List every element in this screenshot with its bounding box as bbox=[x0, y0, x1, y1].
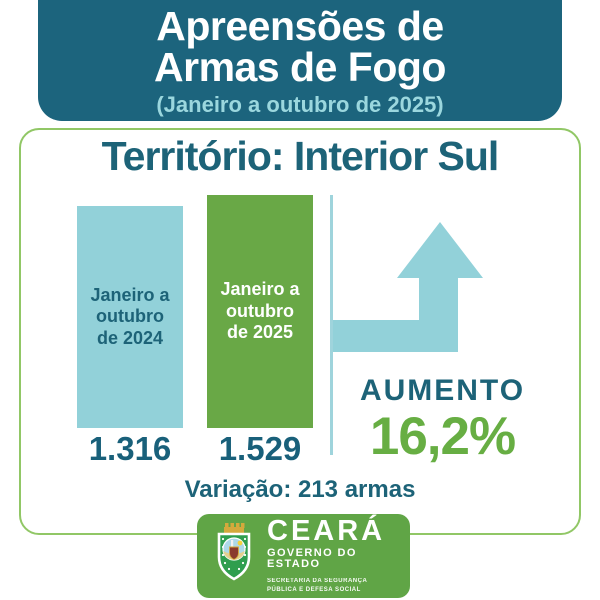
variation-text: Variação: 213 armas bbox=[184, 476, 416, 503]
government-logo-box: CEARÁ GOVERNO DO ESTADO SECRETARIA DA SE… bbox=[197, 514, 410, 598]
page-title-line1: Apreensões de bbox=[156, 2, 444, 49]
bar-2024: Janeiro a outubro de 2024 bbox=[77, 206, 183, 428]
header-banner: Apreensões de Armas de Fogo (Janeiro a o… bbox=[38, 0, 562, 121]
territory-title: Território: Interior Sul bbox=[101, 133, 500, 179]
ceara-coat-of-arms-icon bbox=[210, 521, 258, 592]
increase-label: AUMENTO bbox=[359, 374, 526, 407]
bar-2025-label-line1: Janeiro a bbox=[220, 279, 300, 300]
government-logo-text: CEARÁ GOVERNO DO ESTADO SECRETARIA DA SE… bbox=[267, 517, 410, 595]
logo-secretariat-label: SECRETARIA DA SEGURANÇA PÚBLICA E DEFESA… bbox=[267, 577, 410, 595]
bar-2025-label-line3: de 2025 bbox=[226, 322, 294, 343]
bar-2025: Janeiro a outubro de 2025 bbox=[207, 195, 313, 428]
logo-state-name: CEARÁ bbox=[267, 515, 386, 547]
increase-percent: 16,2% bbox=[369, 407, 516, 466]
vertical-divider bbox=[330, 195, 333, 455]
bar-2024-label: Janeiro a outubro de 2024 bbox=[90, 285, 169, 350]
bar-2025-label: Janeiro a outubro de 2025 bbox=[220, 279, 299, 344]
increase-arrow-icon bbox=[333, 222, 483, 353]
bar-2024-value: 1.316 bbox=[88, 430, 172, 467]
logo-secretariat-line2: PÚBLICA E DEFESA SOCIAL bbox=[267, 587, 361, 593]
bar-2025-value: 1.529 bbox=[218, 430, 302, 467]
logo-government-label: GOVERNO DO ESTADO bbox=[267, 547, 357, 570]
bar-2024-label-line1: Janeiro a bbox=[90, 284, 170, 305]
bar-2024-label-line2: outubro bbox=[96, 306, 164, 327]
page-title-line2: Armas de Fogo bbox=[154, 43, 446, 90]
logo-secretariat-line1: SECRETARIA DA SEGURANÇA bbox=[267, 578, 368, 584]
page-subtitle: (Janeiro a outubro de 2025) bbox=[156, 91, 444, 117]
bar-2025-label-line2: outubro bbox=[226, 300, 294, 321]
bar-2024-label-line3: de 2024 bbox=[96, 327, 164, 348]
